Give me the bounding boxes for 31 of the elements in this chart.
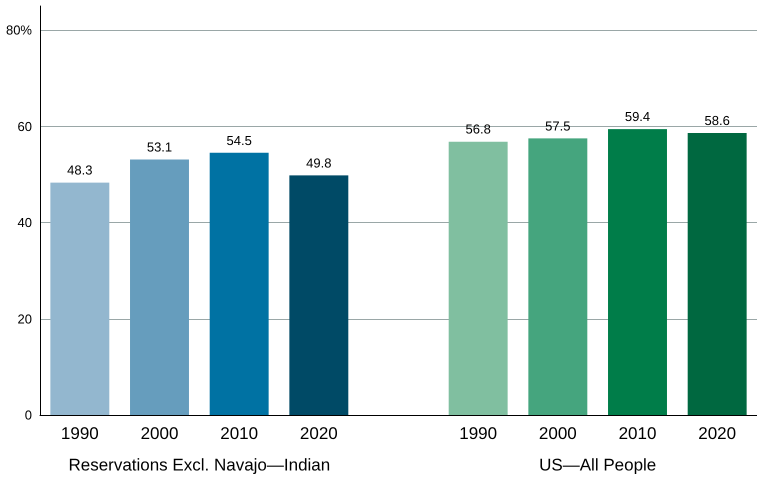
y-tick-label: 0 <box>24 408 32 422</box>
bar <box>688 133 747 415</box>
x-tick-label: 2010 <box>618 424 656 443</box>
bar <box>210 152 269 415</box>
data-label: 54.5 <box>226 132 252 148</box>
bar <box>130 159 189 415</box>
text: US—All People <box>539 456 656 474</box>
bar <box>289 175 348 415</box>
data-label: 57.5 <box>545 118 570 134</box>
x-tick-label: 2010 <box>220 424 258 443</box>
data-label: 56.8 <box>466 122 491 137</box>
bar <box>50 182 110 415</box>
x-tick-label: 2020 <box>698 424 736 443</box>
data-label: 58.6 <box>704 113 730 128</box>
y-tick-label: 40 <box>18 215 32 230</box>
y-tick-label: 20 <box>18 311 32 326</box>
x-tick-label: 1990 <box>60 424 99 443</box>
x-tick-label: 2000 <box>538 424 577 443</box>
x-tick-label: 2020 <box>300 424 338 443</box>
y-tick-label: 60 <box>18 118 32 134</box>
data-label: 49.8 <box>306 155 332 170</box>
bar <box>528 138 588 415</box>
data-label: 53.1 <box>146 139 172 154</box>
data-label: 59.4 <box>624 109 650 124</box>
bar <box>608 129 667 415</box>
data-label: 48.3 <box>67 162 92 178</box>
bar <box>448 142 508 415</box>
text: Reservations Excl. Navajo—Indian <box>68 456 330 474</box>
x-tick-label: 1990 <box>459 424 498 443</box>
x-tick-label: 2000 <box>140 424 178 443</box>
y-tick-label: 80% <box>6 22 32 38</box>
